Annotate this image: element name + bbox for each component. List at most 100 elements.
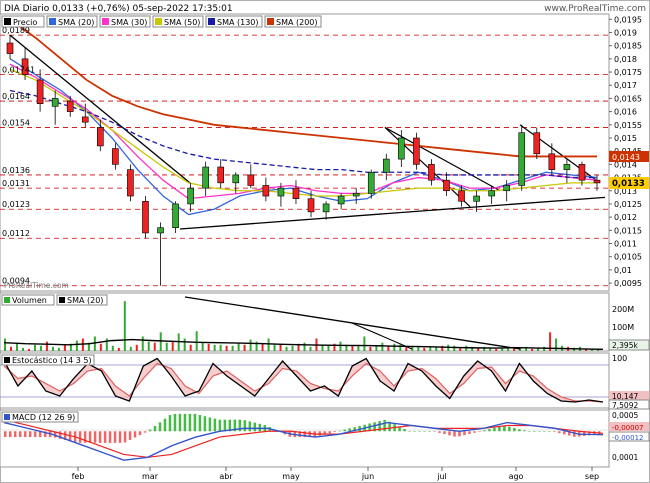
macd-histogram-bar	[458, 431, 461, 437]
volume-bar	[189, 344, 192, 351]
price-level-label: 0,0164	[2, 92, 30, 101]
volume-bar	[207, 343, 210, 351]
last-price-badge	[609, 177, 649, 189]
candle-up	[51, 98, 59, 107]
macd-histogram-bar	[433, 431, 436, 432]
month-label: may	[282, 472, 300, 481]
volume-bar	[279, 344, 282, 351]
volume-sma-line	[3, 338, 604, 351]
volume-bar	[51, 346, 54, 351]
volume-bar	[381, 342, 384, 351]
volume-bar	[243, 344, 246, 351]
sma50-line	[9, 68, 597, 197]
candle-up	[518, 132, 526, 186]
macd-histogram-bar	[13, 431, 17, 438]
macd-histogram-bar	[78, 431, 82, 443]
legend-volumen-swatch	[4, 297, 10, 303]
legend-sma30-swatch	[102, 18, 109, 25]
price-legend: Precio SMA (20) SMA (30) SMA (50) SMA (1…	[1, 15, 322, 28]
price-tick-label: 0,0095	[614, 279, 642, 288]
legend-macd	[1, 411, 79, 423]
volume-bar	[543, 346, 546, 351]
macd-panel[interactable]	[0, 409, 610, 468]
macd-histogram-bar	[248, 421, 252, 432]
candle-up	[398, 137, 405, 160]
legend-vol-sma20	[56, 294, 108, 306]
legend-sma200-label: SMA (200)	[276, 18, 318, 27]
macd-histogram-bar	[43, 431, 47, 438]
support-trendline	[179, 196, 606, 230]
macd-histogram-bar	[528, 431, 531, 432]
macd-histogram-bar	[543, 431, 546, 432]
volume-bar	[171, 340, 174, 351]
macd-line	[3, 421, 604, 461]
candle-down	[21, 58, 29, 75]
volume-bar	[15, 342, 18, 351]
volume-bar	[165, 342, 168, 351]
volume-bar	[411, 346, 414, 351]
macd-histogram-bar	[398, 426, 401, 432]
macd-histogram-bar	[118, 431, 122, 443]
macd-histogram-bar	[298, 431, 302, 438]
macd-histogram-bar	[463, 431, 466, 436]
legend-sma20-swatch	[49, 18, 56, 25]
candle-up	[202, 166, 209, 189]
price-panel[interactable]	[0, 13, 610, 292]
macd-histogram-bar	[513, 427, 516, 432]
macd-histogram-bar	[253, 422, 257, 432]
aug-trendline	[519, 124, 601, 184]
volume-bar	[231, 345, 234, 351]
macd-histogram-bar	[588, 431, 591, 436]
macd-histogram-bar	[378, 421, 381, 432]
volume-bar	[81, 338, 84, 351]
price-tick-label: 0,013	[614, 187, 637, 196]
volume-badge	[608, 339, 650, 351]
candle-up	[337, 195, 345, 205]
volume-sma	[3, 338, 604, 351]
volume-bar	[261, 343, 264, 351]
price-tick-label: 0,0175	[614, 68, 642, 77]
candle-down	[97, 127, 104, 147]
month-label: ago	[509, 472, 524, 481]
candle-down	[81, 116, 89, 123]
macd-histogram-bar	[473, 431, 476, 433]
macd-histogram-bar	[403, 429, 406, 432]
price-tick-label: 0,016	[614, 108, 637, 117]
sma200-badge	[609, 151, 649, 162]
volume-bar	[585, 348, 588, 351]
legend-stochastic-swatch	[4, 357, 10, 363]
macd-badge-macd-value: -0,00012	[612, 434, 643, 442]
macd-histogram-bar	[323, 431, 326, 435]
volume-bar	[195, 331, 198, 351]
price-tick-label: 0,01	[614, 266, 632, 275]
candle-down	[292, 187, 300, 199]
price-tick-label: 0,012	[614, 213, 637, 222]
last-price-badge-value: 0,0133	[612, 179, 645, 189]
price-level-label: 0,0189	[2, 26, 30, 35]
volume-trendline-2	[351, 322, 413, 350]
macd-histogram-bar	[203, 416, 207, 432]
macd-tick-top: 0,0005	[612, 411, 638, 420]
macd-histogram-bar	[538, 431, 541, 432]
price-candles[interactable]	[6, 35, 601, 286]
volume-bar	[39, 345, 42, 351]
macd-histogram-bar	[28, 431, 32, 438]
macd-histogram-bar	[168, 415, 172, 432]
macd-histogram-bar	[123, 431, 127, 443]
macd-histogram-bar	[318, 431, 321, 436]
macd-histogram-bar	[478, 431, 481, 432]
legend-sma50-label: SMA (50)	[164, 18, 200, 27]
legend-sma50	[152, 15, 204, 28]
macd-histogram-bar	[308, 431, 311, 438]
price-tick-label: 0,017	[614, 81, 637, 90]
candle-up	[563, 164, 571, 170]
volume-bar	[273, 344, 276, 351]
macd-histogram-bar	[58, 431, 62, 439]
volume-bar	[369, 346, 372, 351]
legend-sma130-swatch	[208, 18, 215, 25]
price-moving-averages	[9, 18, 598, 216]
legend-precio-label: Precio	[13, 18, 37, 27]
macd-histogram-bar	[508, 426, 511, 432]
macd-histogram-bar	[548, 431, 551, 432]
